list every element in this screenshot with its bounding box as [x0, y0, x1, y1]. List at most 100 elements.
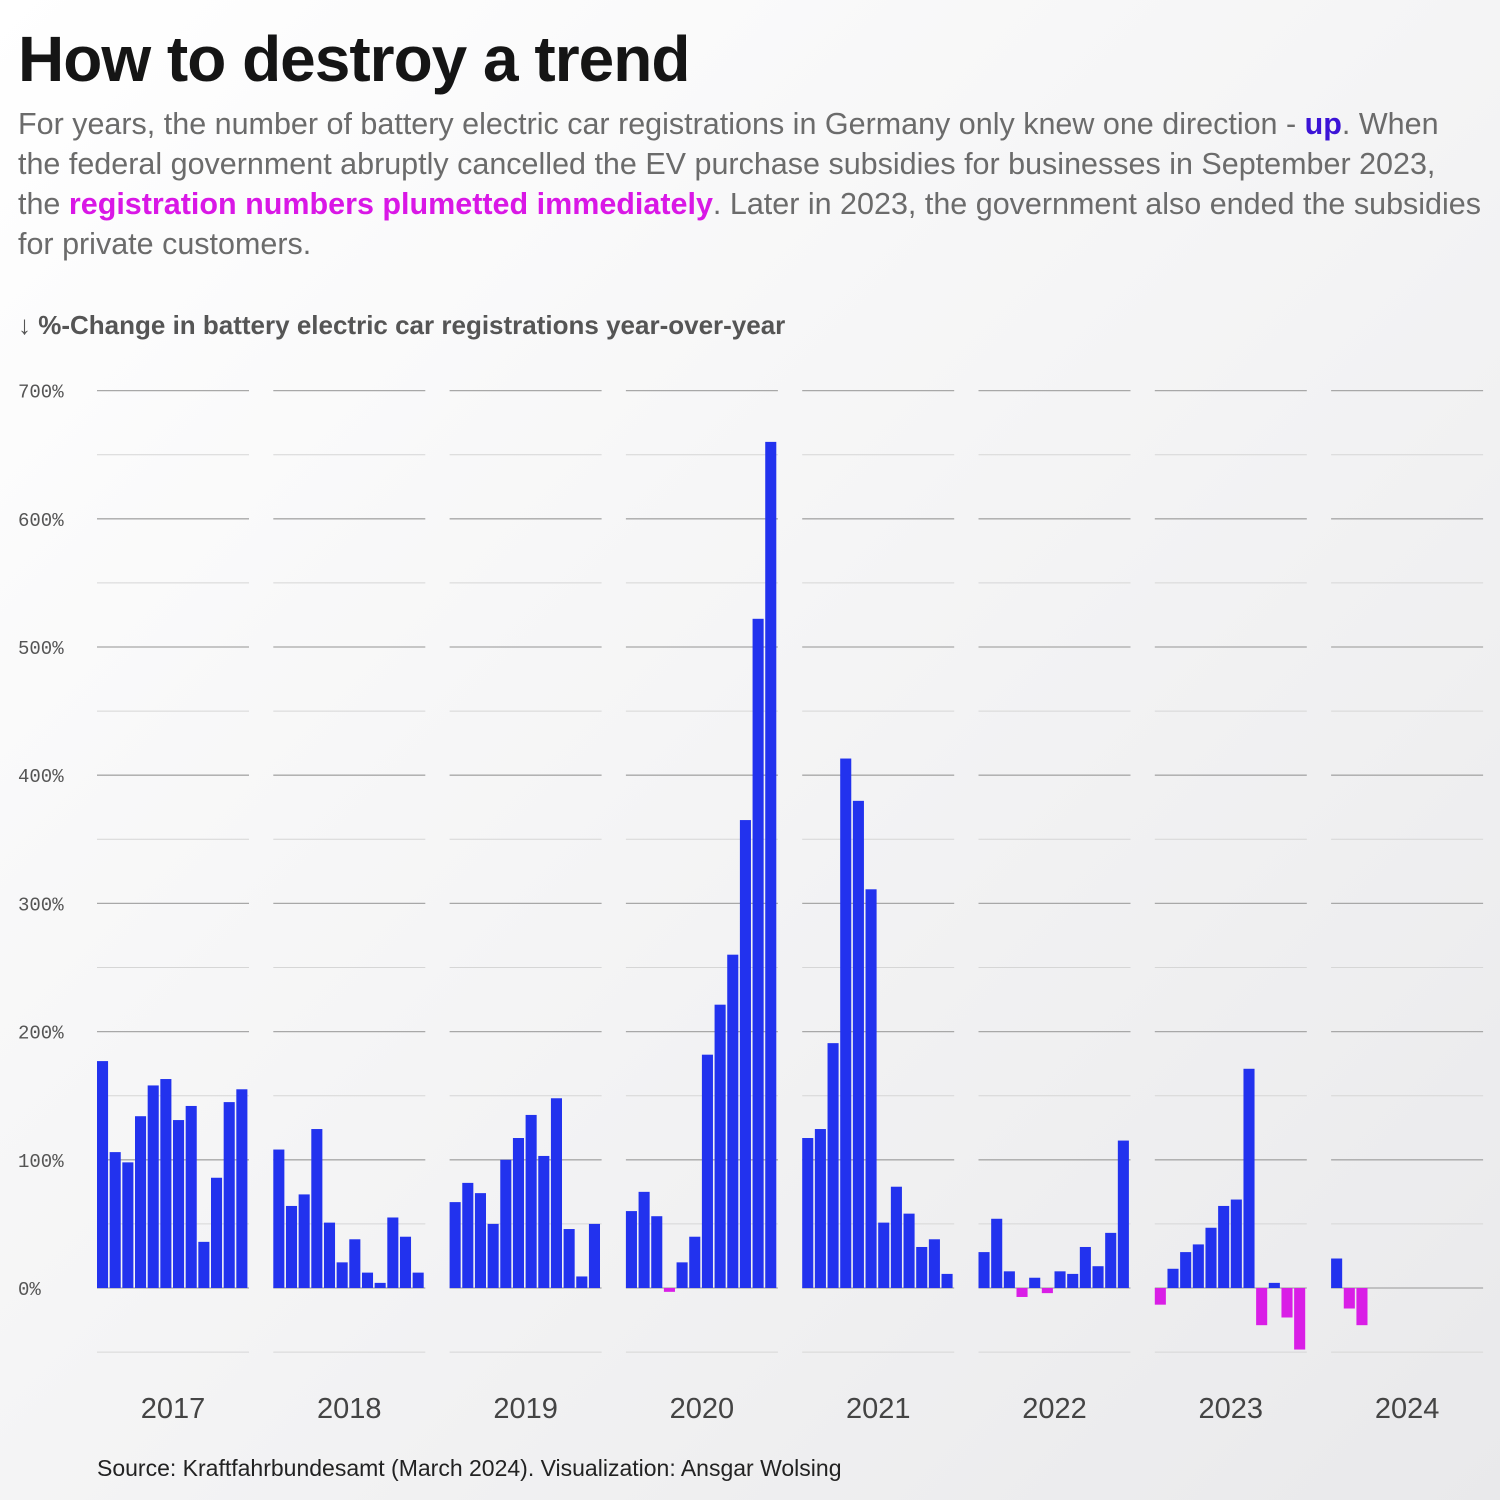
bar-2019-12 — [588, 1223, 600, 1288]
year-label-2019: 2019 — [493, 1393, 558, 1425]
bar-2021-11 — [928, 1239, 940, 1288]
bar-2017-2 — [109, 1152, 121, 1288]
bar-2019-5 — [500, 1159, 512, 1288]
bar-2022-4 — [1016, 1288, 1028, 1297]
bar-2019-11 — [576, 1276, 588, 1288]
bar-2022-12 — [1117, 1140, 1129, 1288]
bar-2020-6 — [689, 1236, 701, 1288]
bar-2017-3 — [122, 1162, 134, 1288]
bar-2017-5 — [147, 1085, 159, 1288]
bar-2022-10 — [1092, 1266, 1104, 1288]
bar-2017-7 — [173, 1120, 185, 1288]
year-label-2022: 2022 — [1022, 1393, 1087, 1425]
bar-chart: 0%100%200%300%400%500%600%700% 2017 2018 2… — [18, 382, 1484, 1425]
bar-2024-3 — [1356, 1288, 1368, 1326]
bar-2020-3 — [651, 1216, 663, 1288]
bar-2022-9 — [1079, 1246, 1091, 1288]
bar-2020-8 — [714, 1004, 726, 1288]
bar-2023-7 — [1230, 1199, 1242, 1288]
bar-2018-4 — [311, 1129, 323, 1288]
bar-2021-2 — [814, 1129, 826, 1288]
bar-2018-9 — [374, 1282, 386, 1288]
y-tick-label: 0% — [18, 1279, 41, 1301]
bar-2020-7 — [701, 1054, 713, 1288]
grid-lines — [97, 389, 1484, 1353]
bar-2023-2 — [1167, 1268, 1179, 1288]
bar-2023-8 — [1243, 1068, 1255, 1288]
bar-2019-2 — [462, 1182, 474, 1288]
y-axis-ticks: 0% 100% 200% 300% 400% 500% 600% 700% — [18, 382, 64, 1301]
bar-2020-9 — [727, 954, 739, 1288]
subtitle-text-3: . Later in 2023, the government also end… — [18, 187, 1482, 261]
bar-2019-8 — [538, 1155, 550, 1288]
bar-2023-10 — [1268, 1282, 1280, 1288]
year-labels: 2017 2018 2019 2020 2021 2022 2023 2024 — [141, 1393, 1440, 1425]
bar-2021-6 — [865, 889, 877, 1288]
year-label-2017: 2017 — [141, 1393, 206, 1425]
year-label-2020: 2020 — [670, 1393, 735, 1425]
year-label-2023: 2023 — [1199, 1393, 1264, 1425]
bar-2018-7 — [349, 1239, 361, 1288]
y-tick-label: 700% — [18, 382, 64, 404]
bar-2022-6 — [1041, 1288, 1053, 1294]
bar-2017-9 — [198, 1241, 210, 1288]
bar-2019-1 — [449, 1202, 461, 1288]
bar-2021-1 — [802, 1138, 814, 1288]
bar-2021-8 — [890, 1186, 902, 1288]
y-tick-label: 300% — [18, 894, 64, 916]
bar-2020-12 — [765, 441, 777, 1288]
bar-2023-4 — [1192, 1244, 1204, 1288]
bar-2018-2 — [285, 1205, 298, 1288]
bar-2022-1 — [978, 1252, 990, 1288]
bar-2020-2 — [638, 1191, 650, 1288]
subtitle-text-2: . When the federal government abruptly c… — [18, 107, 1439, 221]
bar-2017-10 — [211, 1177, 223, 1288]
source-note: Source: Kraftfahrbundesamt (March 2024).… — [97, 1455, 842, 1481]
bar-2020-4 — [663, 1288, 675, 1292]
bar-2024-1 — [1331, 1258, 1343, 1288]
bar-2019-10 — [563, 1229, 575, 1288]
subtitle-text-1: For years, the number of battery electri… — [18, 107, 1305, 141]
bar-2022-8 — [1067, 1273, 1079, 1288]
bar-2024-2 — [1343, 1288, 1355, 1309]
bar-2022-7 — [1054, 1271, 1066, 1288]
bar-2017-11 — [223, 1102, 235, 1288]
bar-2018-3 — [298, 1194, 310, 1288]
bar-2022-11 — [1105, 1232, 1117, 1288]
chart-subtitle: For years, the number of battery electri… — [18, 104, 1483, 264]
bar-2018-1 — [273, 1149, 285, 1288]
year-label-2021: 2021 — [846, 1393, 911, 1425]
bar-2018-8 — [361, 1272, 374, 1288]
bar-2019-7 — [525, 1114, 537, 1288]
year-label-2018: 2018 — [317, 1393, 382, 1425]
bar-2018-5 — [323, 1222, 336, 1288]
bar-2017-1 — [97, 1061, 109, 1288]
bar-2019-3 — [474, 1193, 486, 1288]
bar-2017-8 — [185, 1105, 197, 1288]
bar-2017-4 — [135, 1116, 147, 1288]
bar-2021-4 — [840, 758, 852, 1288]
subtitle-highlight-down: registration numbers plumetted immediate… — [68, 187, 713, 221]
y-axis-title: ↓ %-Change in battery electric car regis… — [18, 310, 786, 340]
bar-2020-10 — [739, 820, 751, 1288]
bar-2021-10 — [916, 1246, 928, 1288]
year-label-2024: 2024 — [1375, 1393, 1440, 1425]
bar-2020-5 — [676, 1262, 688, 1288]
bar-2019-9 — [550, 1098, 562, 1288]
y-tick-label: 400% — [18, 766, 64, 788]
y-tick-label: 500% — [18, 638, 64, 660]
bar-2018-6 — [336, 1262, 348, 1288]
bar-2022-5 — [1029, 1277, 1041, 1288]
chart-title: How to destroy a trend — [18, 23, 690, 95]
bars — [97, 441, 1368, 1350]
bar-2019-4 — [487, 1223, 499, 1288]
bar-2023-5 — [1205, 1227, 1217, 1288]
bar-2017-12 — [236, 1089, 248, 1288]
bar-2019-6 — [512, 1138, 524, 1288]
bar-2017-6 — [160, 1079, 172, 1288]
bar-2022-3 — [1003, 1271, 1015, 1288]
bar-2023-12 — [1294, 1288, 1306, 1350]
bar-2023-3 — [1180, 1252, 1192, 1288]
bar-2021-7 — [878, 1222, 890, 1288]
bar-2023-11 — [1281, 1288, 1293, 1318]
